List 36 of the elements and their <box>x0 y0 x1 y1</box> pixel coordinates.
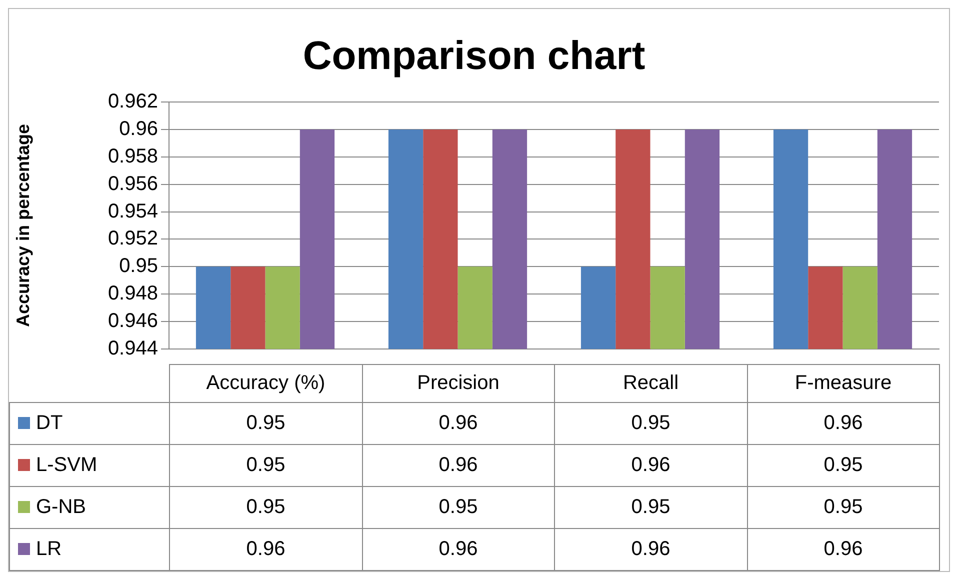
y-tick-label: 0.96 <box>119 118 158 140</box>
legend-label: L-SVM <box>10 444 170 486</box>
data-label: 0.96 <box>170 528 362 570</box>
legend-label: LR <box>10 528 170 570</box>
data-label: 0.96 <box>747 528 940 570</box>
x-tick-label: F-measure <box>747 364 940 402</box>
legend-label: G-NB <box>10 486 170 528</box>
data-label: 0.95 <box>747 444 940 486</box>
data-label: 0.95 <box>362 486 554 528</box>
y-axis-title: Accuracy in percentage <box>12 124 33 328</box>
legend-label: DT <box>10 402 170 444</box>
data-label: 0.96 <box>362 402 554 444</box>
data-label: 0.95 <box>747 486 940 528</box>
y-tick-label: 0.954 <box>108 200 158 222</box>
y-tick-label: 0.948 <box>108 282 158 305</box>
data-label: 0.95 <box>170 444 362 486</box>
y-tick-label: 0.95 <box>119 255 158 278</box>
x-tick-label: Accuracy (%) <box>170 364 362 402</box>
data-label: 0.96 <box>554 528 747 570</box>
y-tick-label: 0.956 <box>108 172 158 195</box>
y-tick-label: 0.946 <box>108 310 158 332</box>
x-tick-label: Precision <box>362 364 554 402</box>
data-label: 0.96 <box>747 402 940 444</box>
data-label: 0.95 <box>170 402 362 444</box>
data-label: 0.96 <box>362 528 554 570</box>
chart-title: Comparison chart <box>302 34 646 78</box>
y-tick-label: 0.958 <box>108 145 158 168</box>
x-tick-label: Recall <box>554 364 747 402</box>
data-label: 0.96 <box>554 444 747 486</box>
data-label: 0.95 <box>170 486 362 528</box>
y-tick-label: 0.962 <box>108 90 158 113</box>
data-label: 0.96 <box>362 444 554 486</box>
data-label: 0.95 <box>554 402 747 444</box>
y-tick-label: 0.944 <box>108 338 158 360</box>
data-label: 0.95 <box>554 486 747 528</box>
y-tick-label: 0.952 <box>108 228 158 250</box>
